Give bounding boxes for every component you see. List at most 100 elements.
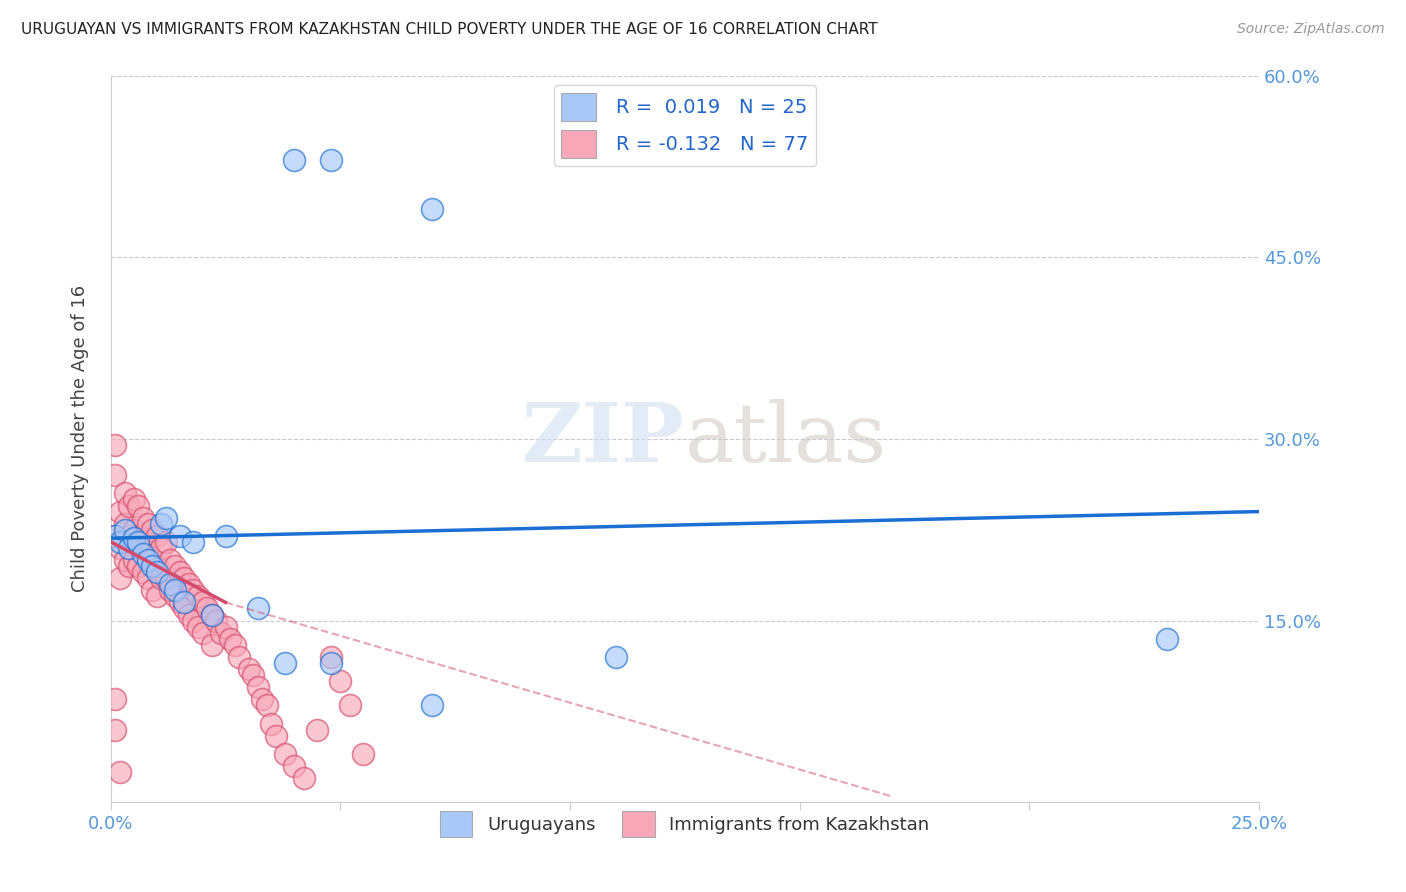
Point bbox=[122, 531, 145, 545]
Point bbox=[321, 656, 343, 670]
Point bbox=[136, 541, 159, 555]
Point bbox=[136, 516, 159, 531]
Point bbox=[132, 534, 155, 549]
Point bbox=[219, 632, 242, 646]
Point bbox=[150, 571, 173, 585]
Point bbox=[169, 595, 191, 609]
Point bbox=[214, 529, 236, 543]
Point bbox=[104, 723, 127, 737]
Point bbox=[201, 638, 224, 652]
Point bbox=[165, 583, 187, 598]
Point bbox=[127, 529, 149, 543]
Point bbox=[104, 529, 127, 543]
Point bbox=[141, 559, 163, 574]
Point bbox=[187, 590, 209, 604]
Point bbox=[420, 698, 443, 713]
Point bbox=[155, 510, 177, 524]
Point bbox=[155, 534, 177, 549]
Point bbox=[183, 614, 205, 628]
Point bbox=[173, 601, 195, 615]
Point bbox=[132, 565, 155, 579]
Point bbox=[238, 662, 260, 676]
Point bbox=[141, 583, 163, 598]
Legend: Uruguayans, Immigrants from Kazakhstan: Uruguayans, Immigrants from Kazakhstan bbox=[433, 804, 936, 844]
Point bbox=[145, 565, 167, 579]
Point bbox=[205, 614, 228, 628]
Point bbox=[122, 553, 145, 567]
Point bbox=[145, 590, 167, 604]
Point bbox=[104, 468, 127, 483]
Point bbox=[104, 692, 127, 706]
Text: atlas: atlas bbox=[685, 399, 887, 479]
Point bbox=[209, 625, 232, 640]
Point bbox=[118, 499, 141, 513]
Point bbox=[274, 747, 297, 761]
Point bbox=[242, 668, 264, 682]
Point bbox=[201, 607, 224, 622]
Point bbox=[177, 607, 200, 622]
Point bbox=[183, 583, 205, 598]
Point bbox=[141, 553, 163, 567]
Point bbox=[136, 553, 159, 567]
Point bbox=[159, 553, 181, 567]
Point bbox=[195, 601, 218, 615]
Point bbox=[1156, 632, 1178, 646]
Point bbox=[150, 541, 173, 555]
Point bbox=[104, 438, 127, 452]
Point bbox=[108, 764, 131, 779]
Text: Source: ZipAtlas.com: Source: ZipAtlas.com bbox=[1237, 22, 1385, 37]
Point bbox=[127, 499, 149, 513]
Point bbox=[260, 716, 283, 731]
Point bbox=[177, 577, 200, 591]
Point bbox=[114, 516, 136, 531]
Point bbox=[122, 523, 145, 537]
Point bbox=[122, 492, 145, 507]
Point bbox=[127, 534, 149, 549]
Point bbox=[132, 547, 155, 561]
Point bbox=[246, 680, 269, 694]
Point bbox=[292, 771, 315, 785]
Point bbox=[118, 541, 141, 555]
Point bbox=[108, 541, 131, 555]
Point bbox=[339, 698, 361, 713]
Point bbox=[118, 529, 141, 543]
Point bbox=[159, 577, 181, 591]
Point bbox=[283, 759, 305, 773]
Point bbox=[136, 571, 159, 585]
Point bbox=[191, 595, 214, 609]
Point bbox=[187, 620, 209, 634]
Point bbox=[321, 649, 343, 664]
Point bbox=[108, 505, 131, 519]
Point bbox=[307, 723, 329, 737]
Point bbox=[127, 559, 149, 574]
Point bbox=[420, 202, 443, 216]
Point bbox=[114, 486, 136, 500]
Point bbox=[173, 571, 195, 585]
Point bbox=[132, 510, 155, 524]
Point bbox=[191, 625, 214, 640]
Point bbox=[264, 729, 287, 743]
Point bbox=[352, 747, 374, 761]
Point bbox=[246, 601, 269, 615]
Point bbox=[173, 595, 195, 609]
Point bbox=[283, 153, 305, 168]
Point bbox=[114, 553, 136, 567]
Point bbox=[321, 153, 343, 168]
Point bbox=[183, 534, 205, 549]
Point bbox=[145, 559, 167, 574]
Point bbox=[108, 571, 131, 585]
Point bbox=[165, 559, 187, 574]
Point bbox=[150, 516, 173, 531]
Point bbox=[201, 607, 224, 622]
Point bbox=[118, 559, 141, 574]
Point bbox=[169, 565, 191, 579]
Point bbox=[256, 698, 278, 713]
Point bbox=[159, 583, 181, 598]
Point bbox=[114, 523, 136, 537]
Point bbox=[108, 534, 131, 549]
Point bbox=[224, 638, 246, 652]
Point bbox=[228, 649, 250, 664]
Point bbox=[145, 529, 167, 543]
Point bbox=[169, 529, 191, 543]
Point bbox=[605, 649, 627, 664]
